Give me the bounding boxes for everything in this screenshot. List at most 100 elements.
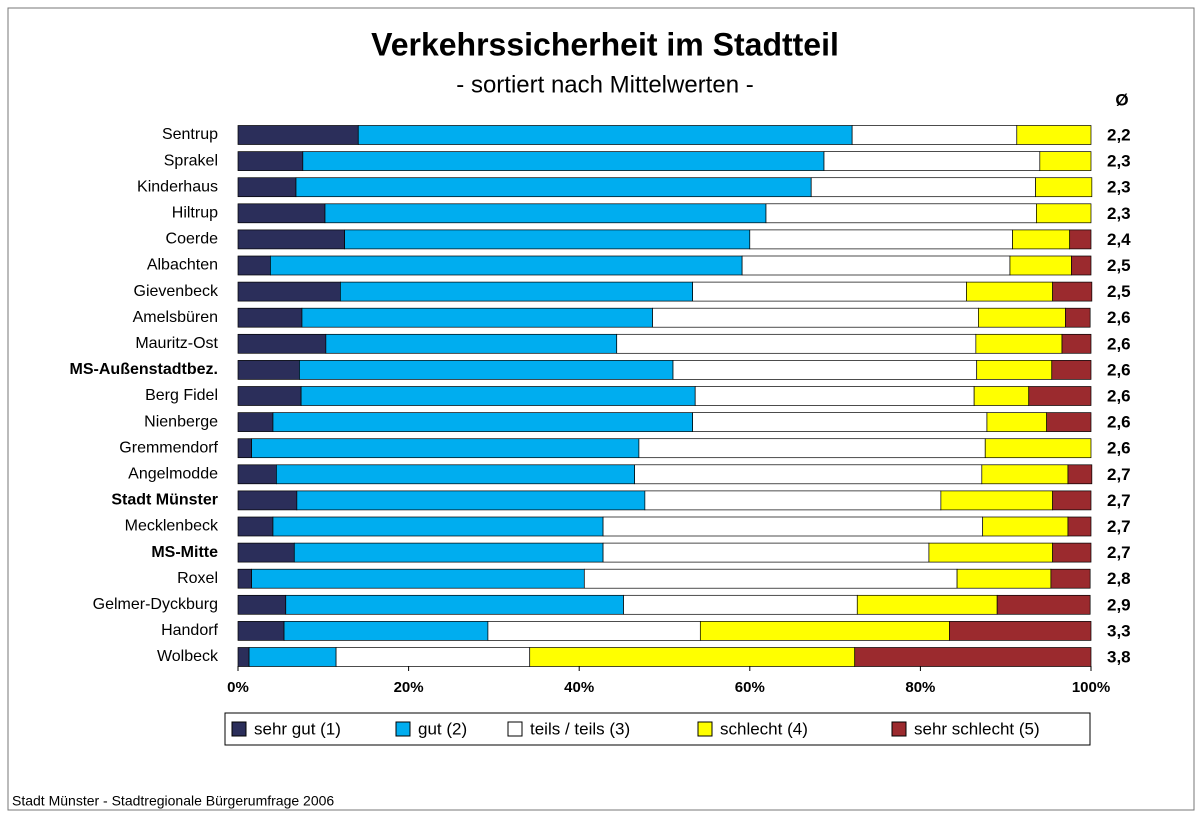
x-tick-label: 100% [1072,679,1110,696]
bar-segment [856,594,998,615]
bar-segment [237,229,345,250]
bar-segment [299,360,674,380]
bar-segment [237,255,271,276]
bar-segment [276,464,635,485]
bar-segment [237,281,341,302]
bar-segment [644,490,942,511]
bar-segment [765,203,1037,224]
bar-segment [1028,386,1092,406]
bar-segment [1069,229,1092,250]
bar-segment [1052,490,1092,511]
bar-segment [237,125,359,145]
category-label: Handorf [161,622,218,639]
bar-segment [623,594,858,615]
category-label: Mauritz-Ost [135,335,218,352]
legend-label: gut (2) [418,719,467,738]
bar-segment [966,281,1053,302]
bar-segment [1035,177,1093,198]
x-tick-label: 20% [394,679,424,696]
bar-segment [810,177,1036,198]
mean-label: 2,8 [1107,569,1131,588]
mean-label: 2,6 [1107,360,1131,379]
bar-segment [652,307,979,328]
x-tick-label: 80% [905,679,935,696]
mean-label: 2,6 [1107,334,1131,353]
bar-segment [237,647,250,667]
bar-segment [357,125,853,145]
bar-segment [638,438,986,459]
bar-segment [940,490,1053,511]
bar-segment [692,412,988,432]
category-label: Berg Fidel [145,387,218,404]
legend-swatch [697,721,713,737]
bar-segment [1046,412,1092,432]
bar-segment [237,568,252,589]
bar-segment [975,333,1063,354]
bar-segment [296,490,646,511]
x-tick-label: 60% [735,679,765,696]
bar-segment [851,125,1018,145]
category-label: Amelsbüren [133,309,218,326]
category-label: Sentrup [162,126,218,143]
mean-label: 2,7 [1107,543,1131,562]
bar-segment [248,647,337,667]
category-label: Albachten [147,257,218,274]
bar-segment [237,203,326,224]
bar-segment [237,151,304,171]
x-tick-label: 0% [227,679,249,696]
bar-segment [1067,464,1093,485]
bar-segment [1071,255,1092,276]
bar-segment [1052,281,1093,302]
mean-label: 2,5 [1107,282,1131,301]
category-label: Gremmendorf [119,439,218,456]
bar-segment [237,307,303,328]
mean-label: 2,7 [1107,491,1131,510]
bar-segment [741,255,1011,276]
bar-segment [949,621,1092,641]
bar-segment [823,151,1041,171]
bar-segment [996,594,1091,615]
bar-segment [976,360,1053,380]
bar-segment [293,542,604,563]
mean-label: 2,3 [1107,204,1131,223]
bar-segment [237,412,274,432]
bar-segment [978,307,1066,328]
bar-segment [1016,125,1092,145]
bar-segment [928,542,1053,563]
bar-segment [973,386,1030,406]
bar-segment [251,438,640,459]
mean-label: 2,7 [1107,517,1131,536]
bar-segment [1039,151,1092,171]
bar-segment [325,333,618,354]
legend-swatch [395,721,411,737]
bar-segment [251,568,585,589]
bar-segment [692,281,967,302]
mean-label: 2,7 [1107,465,1131,484]
mean-label: 2,6 [1107,308,1131,327]
mean-label: 2,6 [1107,386,1131,405]
category-label: Kinderhaus [137,178,218,195]
mean-label: 2,3 [1107,152,1131,171]
bar-segment [616,333,977,354]
mean-label: 2,5 [1107,256,1131,275]
bar-segment [956,568,1052,589]
bar-segment [749,229,1013,250]
bar-segment [1065,307,1091,328]
category-label: Gievenbeck [134,283,219,300]
bar-segment [301,307,653,328]
bar-segment [300,386,696,406]
legend-label: sehr schlecht (5) [914,719,1040,738]
bar-segment [699,621,950,641]
bar-segment [272,412,693,432]
category-label: Nienberge [144,413,218,430]
mean-label: 2,2 [1107,125,1131,144]
bar-segment [237,438,252,459]
bar-segment [982,516,1069,537]
bar-segment [270,255,743,276]
category-label: Coerde [166,231,219,248]
category-label: MS-Außenstadtbez. [70,361,218,378]
bar-segment [1052,542,1092,563]
bar-segment [602,516,984,537]
mean-label: 3,8 [1107,647,1131,666]
